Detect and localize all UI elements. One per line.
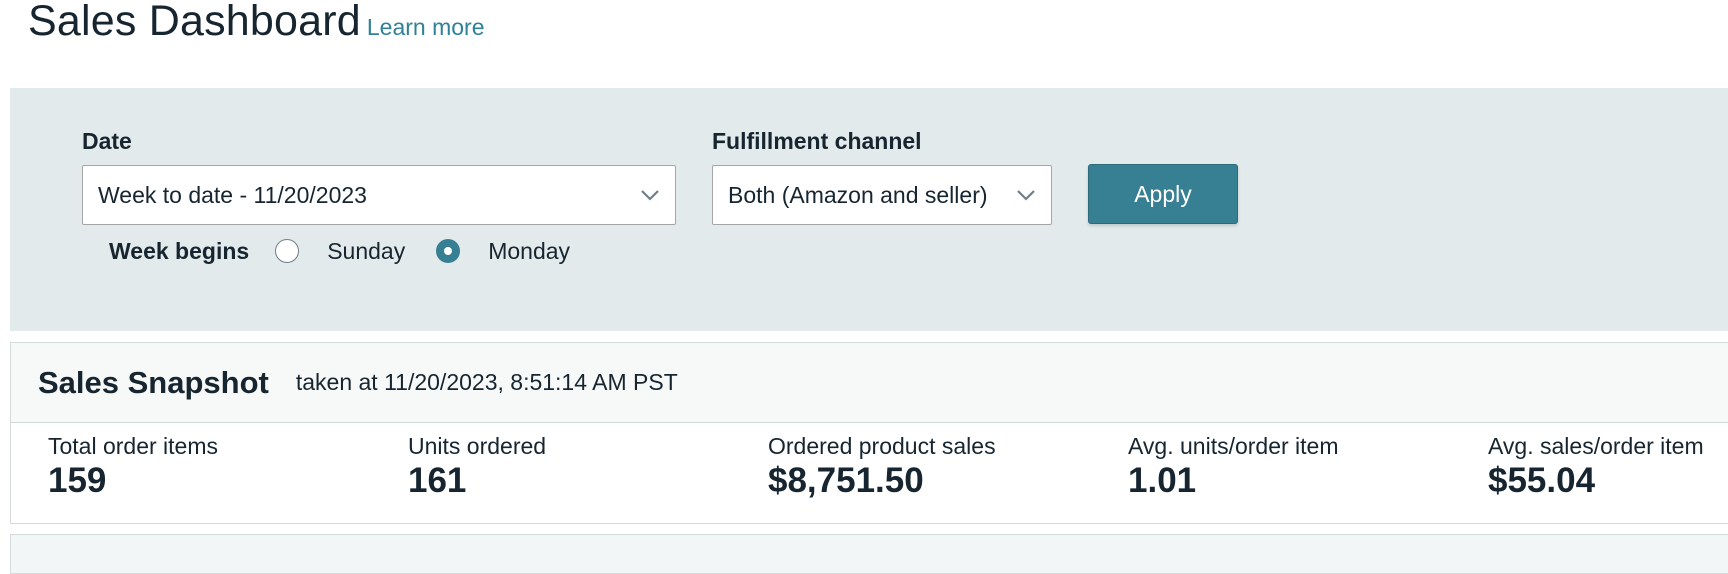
- metric-value: 1.01: [1128, 461, 1197, 500]
- snapshot-timestamp: taken at 11/20/2023, 8:51:14 AM PST: [295, 369, 678, 395]
- fulfillment-channel-select-value: Both (Amazon and seller): [728, 181, 988, 208]
- metric-value: 161: [408, 461, 467, 500]
- fulfillment-channel-label: Fulfillment channel: [712, 128, 922, 154]
- learn-more-link[interactable]: Learn more: [366, 14, 485, 40]
- page-title: Sales Dashboard: [28, 0, 361, 45]
- metric-value: $8,751.50: [768, 461, 924, 500]
- chevron-down-icon: [1013, 182, 1039, 208]
- metric-avg-sales-per-order-item: Avg. sales/order item $55.04: [1488, 433, 1704, 500]
- snapshot-title: Sales Snapshot: [38, 364, 269, 400]
- monday-radio-label: Monday: [488, 237, 571, 264]
- metric-total-order-items: Total order items 159: [48, 433, 218, 500]
- fulfillment-channel-select[interactable]: Both (Amazon and seller): [712, 165, 1052, 225]
- date-select-value: Week to date - 11/20/2023: [98, 181, 367, 208]
- date-select[interactable]: Week to date - 11/20/2023: [82, 165, 676, 225]
- snapshot-metrics: Total order items 159 Units ordered 161 …: [11, 423, 1728, 523]
- metric-avg-units-per-order-item: Avg. units/order item 1.01: [1128, 433, 1339, 500]
- metric-label: Ordered product sales: [768, 433, 996, 459]
- metric-label: Total order items: [48, 433, 219, 459]
- next-section-panel: [10, 534, 1728, 574]
- sales-snapshot-panel: Sales Snapshot taken at 11/20/2023, 8:51…: [10, 342, 1728, 524]
- date-label: Date: [82, 128, 132, 154]
- metric-value: 159: [48, 461, 107, 500]
- chevron-down-icon: [637, 182, 663, 208]
- metric-label: Avg. units/order item: [1128, 433, 1339, 459]
- monday-radio[interactable]: [436, 239, 461, 263]
- week-begins-monday-option[interactable]: Monday: [436, 238, 570, 265]
- page-header: Sales Dashboard Learn more: [28, 0, 485, 45]
- metric-value: $55.04: [1488, 461, 1596, 500]
- filter-panel: Date Week to date - 11/20/2023 Fulfillme…: [10, 88, 1728, 331]
- week-begins-sunday-option[interactable]: Sunday: [275, 238, 405, 265]
- week-begins-row: Week begins Sunday Monday: [109, 234, 601, 268]
- metric-label: Units ordered: [408, 433, 547, 459]
- sunday-radio[interactable]: [275, 239, 300, 263]
- metric-label: Avg. sales/order item: [1488, 433, 1704, 459]
- apply-button[interactable]: Apply: [1088, 164, 1238, 224]
- metric-ordered-product-sales: Ordered product sales $8,751.50: [768, 433, 996, 500]
- week-begins-label: Week begins: [109, 237, 250, 264]
- metric-units-ordered: Units ordered 161: [408, 433, 546, 500]
- snapshot-header: Sales Snapshot taken at 11/20/2023, 8:51…: [11, 343, 1728, 423]
- sunday-radio-label: Sunday: [327, 237, 406, 264]
